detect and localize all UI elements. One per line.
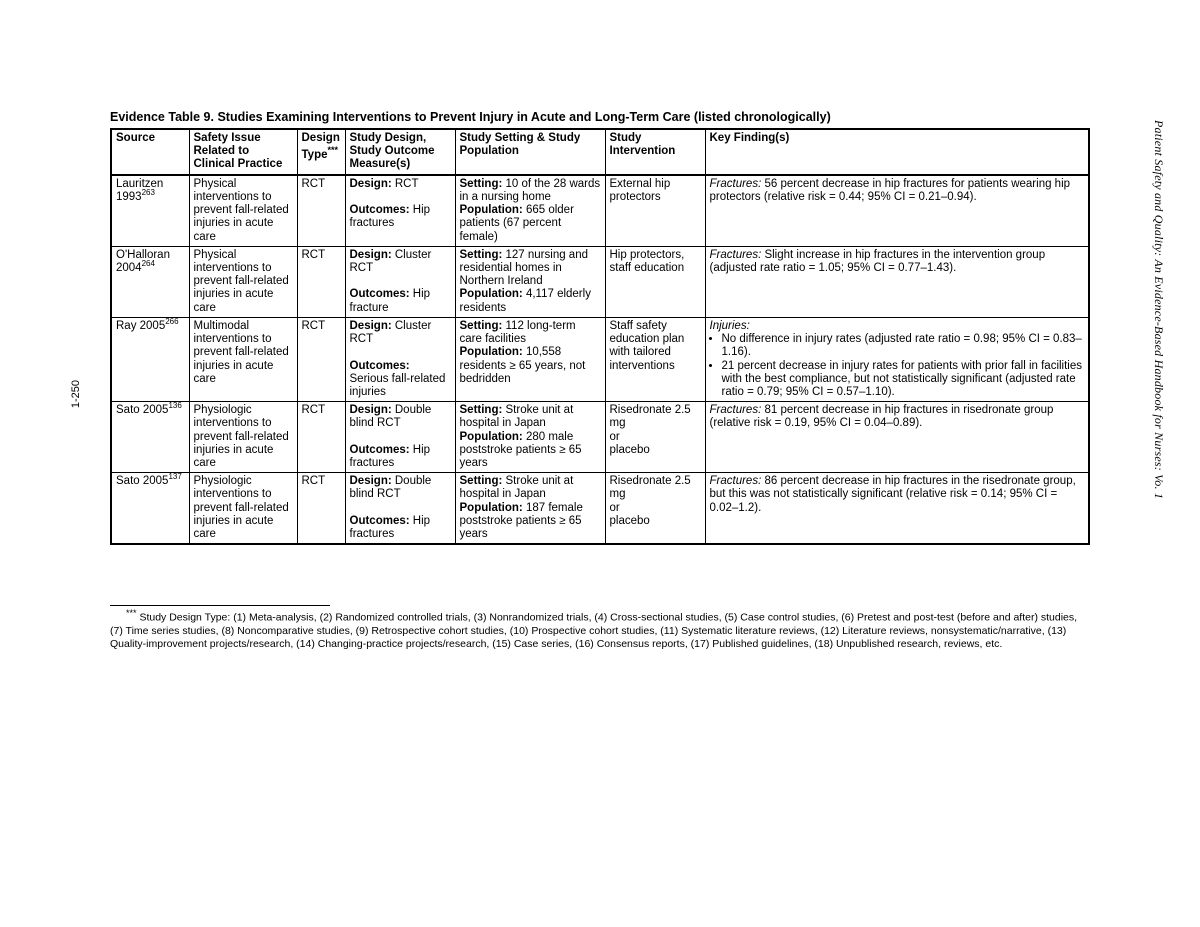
table-row: Sato 2005136Physiologic interventions to… bbox=[111, 402, 1089, 473]
cell-type: RCT bbox=[297, 317, 345, 401]
table-row: Ray 2005266Multimodal interventions to p… bbox=[111, 317, 1089, 401]
cell-type: RCT bbox=[297, 473, 345, 545]
cell-safety: Multimodal interventions to prevent fall… bbox=[189, 317, 297, 401]
cell-setting: Setting: Stroke unit at hospital in Japa… bbox=[455, 473, 605, 545]
table-caption: Evidence Table 9. Studies Examining Inte… bbox=[110, 110, 1090, 124]
cell-findings: Fractures: 86 percent decrease in hip fr… bbox=[705, 473, 1089, 545]
cell-findings: Injuries:No difference in injury rates (… bbox=[705, 317, 1089, 401]
cell-safety: Physiologic interventions to prevent fal… bbox=[189, 473, 297, 545]
cell-intervention: Risedronate 2.5 mgorplacebo bbox=[605, 473, 705, 545]
cell-safety: Physical interventions to prevent fall-r… bbox=[189, 175, 297, 247]
cell-setting: Setting: 112 long-term care facilitiesPo… bbox=[455, 317, 605, 401]
cell-type: RCT bbox=[297, 175, 345, 247]
cell-source: Sato 2005136 bbox=[111, 402, 189, 473]
cell-intervention: Staff safety education plan with tailore… bbox=[605, 317, 705, 401]
cell-setting: Setting: 10 of the 28 wards in a nursing… bbox=[455, 175, 605, 247]
cell-findings: Fractures: 81 percent decrease in hip fr… bbox=[705, 402, 1089, 473]
footnote-text: Study Design Type: (1) Meta-analysis, (2… bbox=[110, 612, 1077, 650]
cell-source: Ray 2005266 bbox=[111, 317, 189, 401]
cell-type: RCT bbox=[297, 246, 345, 317]
table-body: Lauritzen 1993263Physical interventions … bbox=[111, 175, 1089, 545]
cell-findings: Fractures: 56 percent decrease in hip fr… bbox=[705, 175, 1089, 247]
table-row: O'Halloran 2004264Physical interventions… bbox=[111, 246, 1089, 317]
cell-source: O'Halloran 2004264 bbox=[111, 246, 189, 317]
footnote-rule bbox=[110, 605, 330, 606]
th-design: Study Design, Study Outcome Measure(s) bbox=[345, 129, 455, 175]
running-head: Patient Safety and Quality: An Evidence-… bbox=[1151, 120, 1166, 499]
th-safety: Safety Issue Related to Clinical Practic… bbox=[189, 129, 297, 175]
cell-design: Design: Double blind RCTOutcomes: Hip fr… bbox=[345, 473, 455, 545]
page-content: Evidence Table 9. Studies Examining Inte… bbox=[110, 110, 1090, 651]
th-type: Design Type*** bbox=[297, 129, 345, 175]
cell-design: Design: Cluster RCTOutcomes: Serious fal… bbox=[345, 317, 455, 401]
page-number: 1-250 bbox=[70, 380, 82, 408]
footnote: *** Study Design Type: (1) Meta-analysis… bbox=[110, 608, 1090, 651]
th-setting: Study Setting & Study Population bbox=[455, 129, 605, 175]
table-head: Source Safety Issue Related to Clinical … bbox=[111, 129, 1089, 175]
cell-findings: Fractures: Slight increase in hip fractu… bbox=[705, 246, 1089, 317]
cell-source: Sato 2005137 bbox=[111, 473, 189, 545]
cell-design: Design: RCTOutcomes: Hip fractures bbox=[345, 175, 455, 247]
table-row: Lauritzen 1993263Physical interventions … bbox=[111, 175, 1089, 247]
table-row: Sato 2005137Physiologic interventions to… bbox=[111, 473, 1089, 545]
cell-design: Design: Double blind RCTOutcomes: Hip fr… bbox=[345, 402, 455, 473]
cell-design: Design: Cluster RCTOutcomes: Hip fractur… bbox=[345, 246, 455, 317]
th-findings: Key Finding(s) bbox=[705, 129, 1089, 175]
cell-source: Lauritzen 1993263 bbox=[111, 175, 189, 247]
cell-intervention: External hip protectors bbox=[605, 175, 705, 247]
cell-type: RCT bbox=[297, 402, 345, 473]
cell-setting: Setting: 127 nursing and residential hom… bbox=[455, 246, 605, 317]
th-type-marker: *** bbox=[328, 145, 339, 155]
cell-safety: Physical interventions to prevent fall-r… bbox=[189, 246, 297, 317]
cell-intervention: Hip protectors, staff education bbox=[605, 246, 705, 317]
cell-setting: Setting: Stroke unit at hospital in Japa… bbox=[455, 402, 605, 473]
evidence-table: Source Safety Issue Related to Clinical … bbox=[110, 128, 1090, 545]
footnote-marker: *** bbox=[126, 608, 137, 618]
cell-safety: Physiologic interventions to prevent fal… bbox=[189, 402, 297, 473]
th-intervention: Study Intervention bbox=[605, 129, 705, 175]
th-source: Source bbox=[111, 129, 189, 175]
cell-intervention: Risedronate 2.5 mgorplacebo bbox=[605, 402, 705, 473]
